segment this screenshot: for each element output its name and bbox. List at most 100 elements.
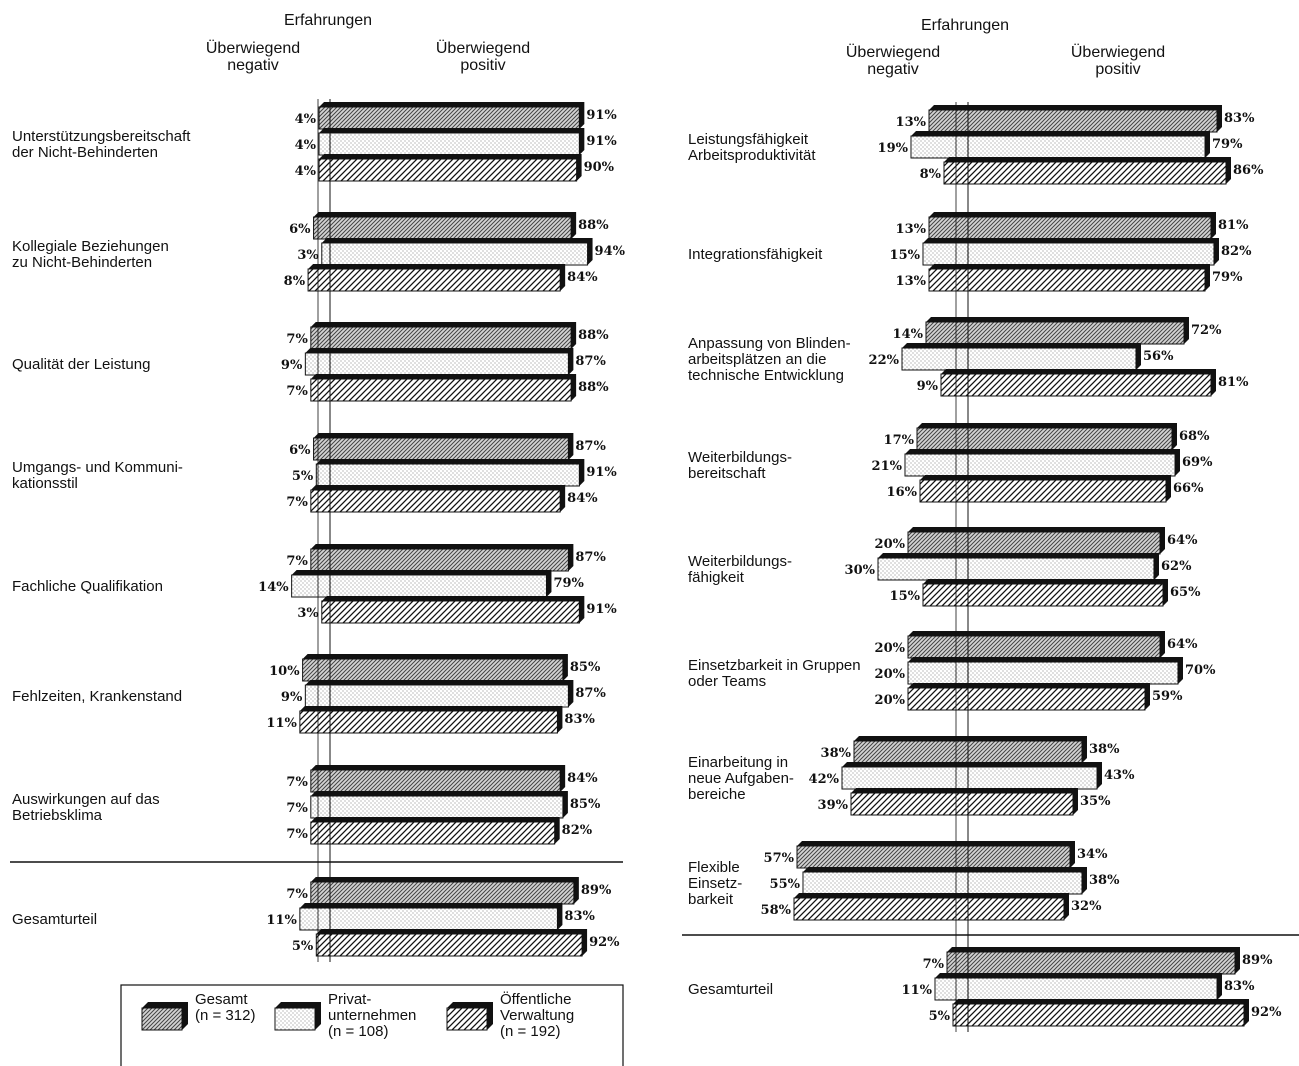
- bar-depth: [310, 877, 579, 904]
- bar-oeffentlich: [952, 1003, 1245, 1027]
- legend-label: unternehmen: [328, 1007, 416, 1024]
- category-label: Gesamturteil: [688, 981, 773, 998]
- value-label-positive: 62%: [1161, 559, 1192, 574]
- category-label: barkeit: [688, 891, 734, 908]
- value-label-positive: 84%: [567, 270, 598, 285]
- value-label-positive: 65%: [1170, 585, 1201, 600]
- bar-depth: [310, 544, 574, 571]
- value-label-positive: 64%: [1167, 637, 1198, 652]
- category-label: Anpassung von Blinden-: [688, 335, 851, 352]
- bar-oeffentlich: [310, 489, 561, 513]
- value-label-positive: 79%: [1212, 270, 1243, 285]
- value-label-negative: 20%: [875, 537, 906, 552]
- value-label-negative: 11%: [266, 913, 297, 928]
- category-label: oder Teams: [688, 673, 766, 690]
- category-group: Umgangs- und Kommuni-kationsstil 6% 87% 5% 9…: [12, 433, 617, 513]
- value-label-positive: 68%: [1179, 429, 1210, 444]
- negative-header: Überwiegend: [846, 43, 940, 61]
- value-label-negative: 6%: [289, 222, 311, 237]
- bar-depth: [854, 736, 1087, 763]
- category-label: Integrationsfähigkeit: [688, 246, 823, 263]
- value-label-negative: 9%: [917, 379, 939, 394]
- category-label: technische Entwicklung: [688, 367, 844, 384]
- value-label-negative: 7%: [286, 801, 308, 816]
- bar-gesamt: [318, 106, 580, 130]
- bar-oeffentlich: [850, 792, 1074, 816]
- bar-depth: [310, 817, 560, 844]
- bar-depth: [321, 238, 593, 265]
- value-label-negative: 7%: [923, 957, 945, 972]
- category-label: Unterstützungsbereitschaft: [12, 128, 191, 145]
- value-label-negative: 13%: [896, 222, 927, 237]
- bar-depth: [310, 322, 577, 349]
- bar-gesamt: [310, 881, 575, 905]
- value-label-positive: 83%: [1224, 111, 1255, 126]
- category-label: Arbeitsproduktivität: [688, 147, 816, 164]
- value-label-positive: 90%: [584, 160, 615, 175]
- value-label-negative: 3%: [297, 248, 319, 263]
- bar-gesamt: [946, 951, 1236, 975]
- negative-header: Überwiegend: [206, 39, 300, 57]
- value-label-positive: 83%: [564, 909, 595, 924]
- category-label: Weiterbildungs-: [688, 553, 792, 570]
- value-label-negative: 19%: [878, 141, 909, 156]
- value-label-positive: 59%: [1152, 689, 1183, 704]
- value-label-negative: 13%: [896, 274, 927, 289]
- bar-depth: [923, 238, 1219, 265]
- category-label: kationsstil: [12, 475, 78, 492]
- legend-label: Gesamt: [195, 991, 248, 1008]
- bar-gesamt: [907, 531, 1161, 555]
- value-label-positive: 64%: [1167, 533, 1198, 548]
- value-label-positive: 79%: [1212, 137, 1243, 152]
- category-label: fähigkeit: [688, 569, 745, 586]
- value-label-positive: 66%: [1173, 481, 1204, 496]
- bar-depth: [302, 654, 568, 681]
- value-label-positive: 70%: [1185, 663, 1216, 678]
- bar-privat: [304, 684, 569, 708]
- value-label-negative: 5%: [292, 469, 314, 484]
- value-label-positive: 79%: [553, 576, 584, 591]
- bar-oeffentlich: [943, 161, 1227, 185]
- bar-depth: [797, 841, 1075, 868]
- bar-privat: [318, 132, 580, 156]
- chart-panel-2: ErfahrungenÜberwiegendnegativÜberwiegend…: [682, 17, 1299, 1032]
- bar-depth: [908, 631, 1165, 658]
- category-label: bereiche: [688, 786, 746, 803]
- bar-depth: [319, 154, 582, 181]
- value-label-positive: 85%: [570, 797, 601, 812]
- bar-privat: [315, 463, 580, 487]
- value-label-negative: 8%: [284, 274, 306, 289]
- value-label-positive: 91%: [586, 134, 617, 149]
- bar-depth: [319, 128, 585, 155]
- category-group: Gesamturteil 7% 89% 11% 83% 5% 92%: [688, 947, 1282, 1027]
- bar-depth: [794, 893, 1069, 920]
- bar-depth: [851, 788, 1078, 815]
- value-label-negative: 21%: [872, 459, 903, 474]
- value-label-negative: 7%: [286, 384, 308, 399]
- value-label-positive: 82%: [562, 823, 593, 838]
- bar-privat: [802, 871, 1083, 895]
- bar-gesamt: [925, 321, 1185, 345]
- value-label-negative: 17%: [884, 433, 915, 448]
- value-label-positive: 38%: [1089, 742, 1120, 757]
- value-label-negative: 7%: [286, 887, 308, 902]
- value-label-negative: 15%: [890, 248, 921, 263]
- bar-privat: [907, 661, 1179, 685]
- bar-depth: [929, 264, 1210, 291]
- category-group: Weiterbildungs-fähigkeit 20% 64% 30% 62% 15% 6…: [688, 527, 1201, 607]
- bar-privat: [904, 453, 1176, 477]
- category-label: Fachliche Qualifikation: [12, 578, 163, 595]
- value-label-positive: 83%: [564, 712, 595, 727]
- chart-title: Erfahrungen: [284, 12, 372, 29]
- value-label-negative: 11%: [266, 716, 297, 731]
- value-label-positive: 69%: [1182, 455, 1213, 470]
- bar-depth: [908, 527, 1165, 554]
- bar-privat: [841, 766, 1098, 790]
- bar-oeffentlich: [307, 268, 561, 292]
- bar-depth: [911, 131, 1210, 158]
- bar-gesamt: [907, 635, 1161, 659]
- value-label-positive: 92%: [1251, 1005, 1282, 1020]
